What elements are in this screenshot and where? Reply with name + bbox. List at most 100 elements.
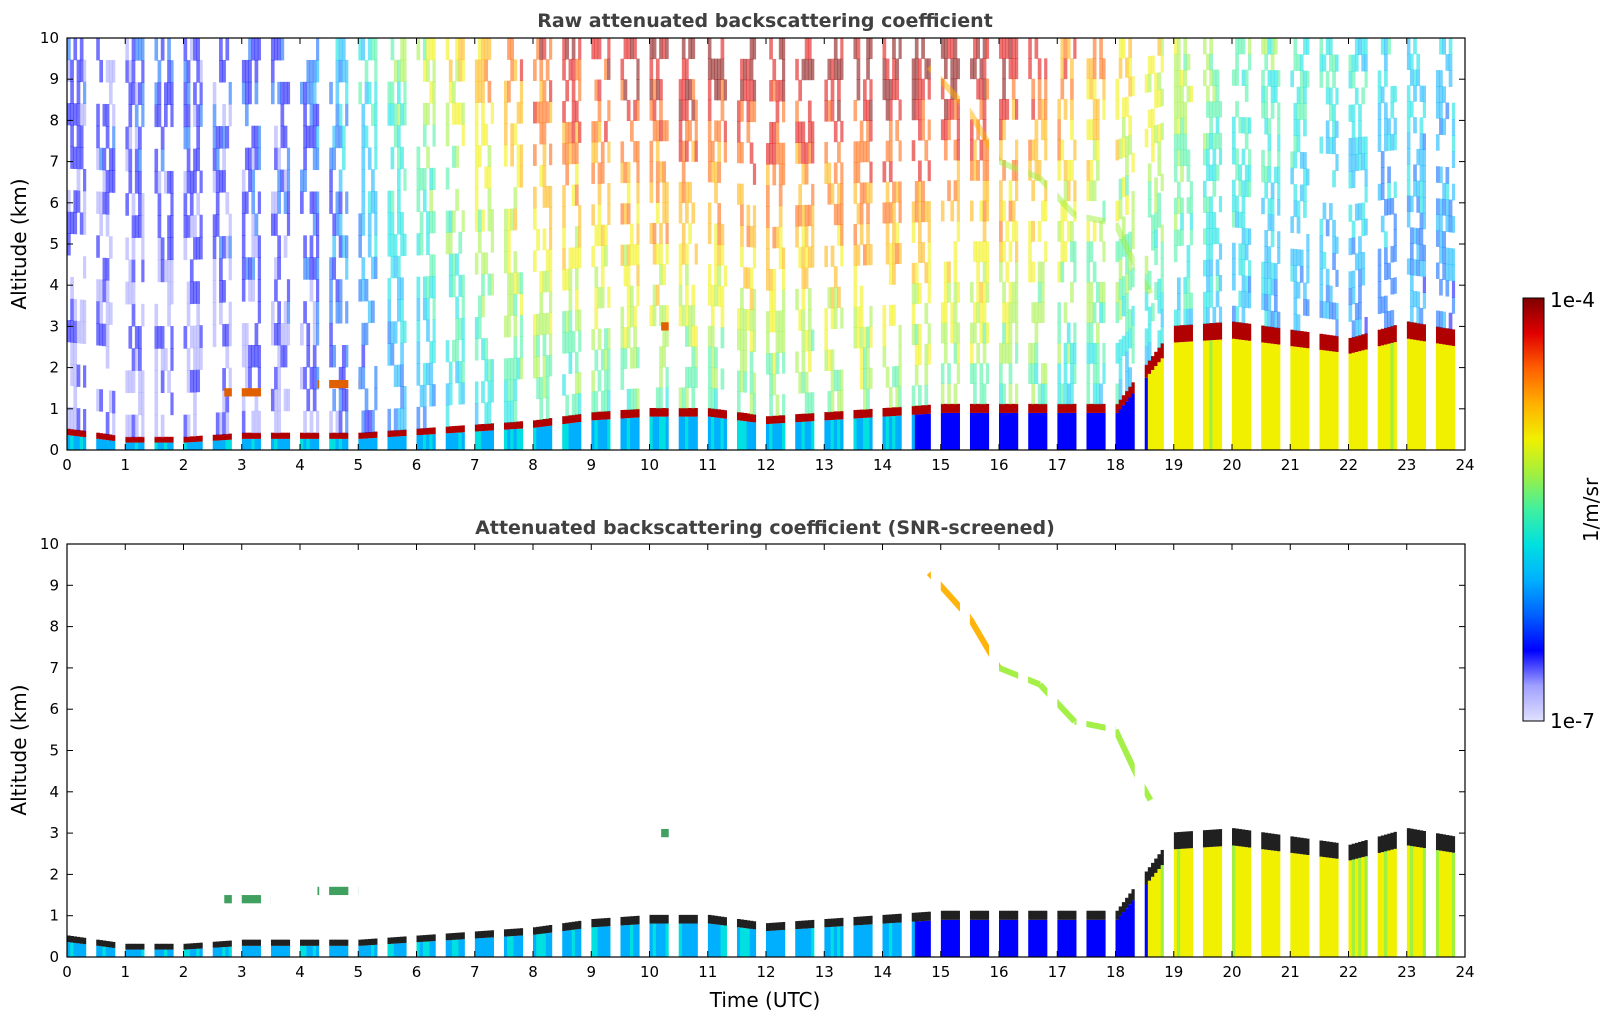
boundary-layer-cell <box>138 949 142 957</box>
noise-cell <box>574 372 579 394</box>
noise-cell <box>1176 229 1181 247</box>
noise-cell <box>309 235 314 258</box>
boundary-layer-cell <box>681 416 686 450</box>
noise-cell <box>1183 101 1188 119</box>
noise-cell <box>911 140 916 162</box>
noise-cell <box>1044 98 1048 120</box>
noise-cell <box>688 120 692 142</box>
noise-cell <box>1154 177 1158 196</box>
layer-top-cell <box>309 432 314 439</box>
boundary-layer-cell <box>898 922 903 957</box>
noise-cell <box>403 386 408 409</box>
boundary-layer-cell <box>448 433 453 450</box>
noise-cell <box>714 120 718 142</box>
layer-top-cell <box>795 921 799 930</box>
noise-cell <box>189 38 194 61</box>
noise-cell <box>859 368 864 390</box>
scan-column <box>882 913 903 957</box>
layer-top-cell <box>985 403 990 413</box>
noise-cell <box>620 203 625 225</box>
noise-cell <box>597 121 602 143</box>
layer-top-cell <box>533 927 537 935</box>
noise-cell <box>536 38 540 60</box>
layer-top-cell <box>853 410 858 419</box>
noise-cell <box>833 203 838 226</box>
noise-cell <box>212 324 217 348</box>
boundary-layer-cell <box>186 949 191 957</box>
noise-cell <box>1319 251 1324 269</box>
noise-cell <box>196 104 201 127</box>
noise-cell <box>163 104 168 128</box>
noise-cell <box>772 310 777 333</box>
layer-top-cell <box>403 429 408 437</box>
noise-cell <box>1377 119 1382 136</box>
layer-top-cell <box>1422 324 1427 342</box>
noise-cell <box>866 182 870 204</box>
noise-cell <box>746 79 751 102</box>
noise-cell <box>898 99 903 121</box>
boundary-layer-cell <box>215 440 220 450</box>
noise-cell <box>545 59 550 81</box>
noise-cell <box>1028 139 1032 161</box>
noise-cell <box>1248 291 1252 309</box>
noise-cell <box>636 202 641 224</box>
noise-cell <box>1215 101 1220 118</box>
boundary-layer-cell <box>911 414 916 450</box>
boundary-layer-cell <box>633 417 637 450</box>
boundary-layer-cell <box>222 440 226 450</box>
noise-cell <box>374 38 378 61</box>
noise-cell <box>361 322 366 346</box>
noise-cell <box>982 58 987 80</box>
noise-cell <box>1008 302 1013 324</box>
noise-cell <box>659 243 663 265</box>
noise-cell <box>859 120 864 142</box>
scan-column <box>1057 38 1077 450</box>
noise-cell <box>461 382 466 405</box>
layer-top-cell <box>1416 323 1421 341</box>
layer-top-cell <box>458 425 463 433</box>
noise-cell <box>691 99 696 121</box>
layer-top-cell <box>1131 382 1136 394</box>
scan-gap <box>1047 38 1058 450</box>
noise-cell <box>1448 312 1453 330</box>
boundary-layer-cell <box>856 925 861 957</box>
scan-column <box>1173 831 1194 957</box>
noise-cell <box>999 261 1003 283</box>
noise-cell <box>620 58 625 80</box>
noise-cell <box>1261 261 1265 279</box>
noise-cell <box>503 251 508 274</box>
boundary-layer-cell <box>1176 342 1181 450</box>
noise-cell <box>274 279 278 302</box>
noise-cell <box>286 279 291 302</box>
noise-cell <box>76 146 81 170</box>
noise-cell <box>364 59 369 83</box>
x-tick-label: 21 <box>1281 963 1300 981</box>
layer-top-cell <box>1273 834 1278 851</box>
noise-cell <box>649 161 654 183</box>
layer-top-cell <box>1057 910 1061 920</box>
noise-cell <box>1328 54 1333 72</box>
noise-cell <box>1092 98 1097 120</box>
noise-cell <box>400 103 404 126</box>
noise-cell <box>707 202 712 224</box>
layer-top-cell <box>1073 403 1077 413</box>
noise-cell <box>1303 298 1307 316</box>
scan-gap <box>377 544 388 957</box>
noise-cell <box>914 58 919 80</box>
boundary-layer-cell <box>455 432 459 450</box>
noise-cell <box>422 298 427 321</box>
scan-gap <box>1076 38 1087 450</box>
noise-cell <box>1031 180 1036 202</box>
layer-top-cell <box>1351 843 1356 860</box>
boundary-layer-cell <box>167 442 171 450</box>
boundary-layer-cell <box>1416 340 1421 450</box>
noise-cell <box>801 246 806 269</box>
boundary-layer-cell <box>694 416 699 450</box>
noise-cell <box>659 305 663 327</box>
noise-cell <box>1277 199 1281 216</box>
noise-cell <box>186 215 191 238</box>
bottom-panel-title: Attenuated backscattering coefficient (S… <box>475 517 1055 539</box>
boundary-layer-cell <box>1151 876 1155 957</box>
boundary-layer-cell <box>248 945 252 957</box>
noise-cell <box>536 377 540 400</box>
